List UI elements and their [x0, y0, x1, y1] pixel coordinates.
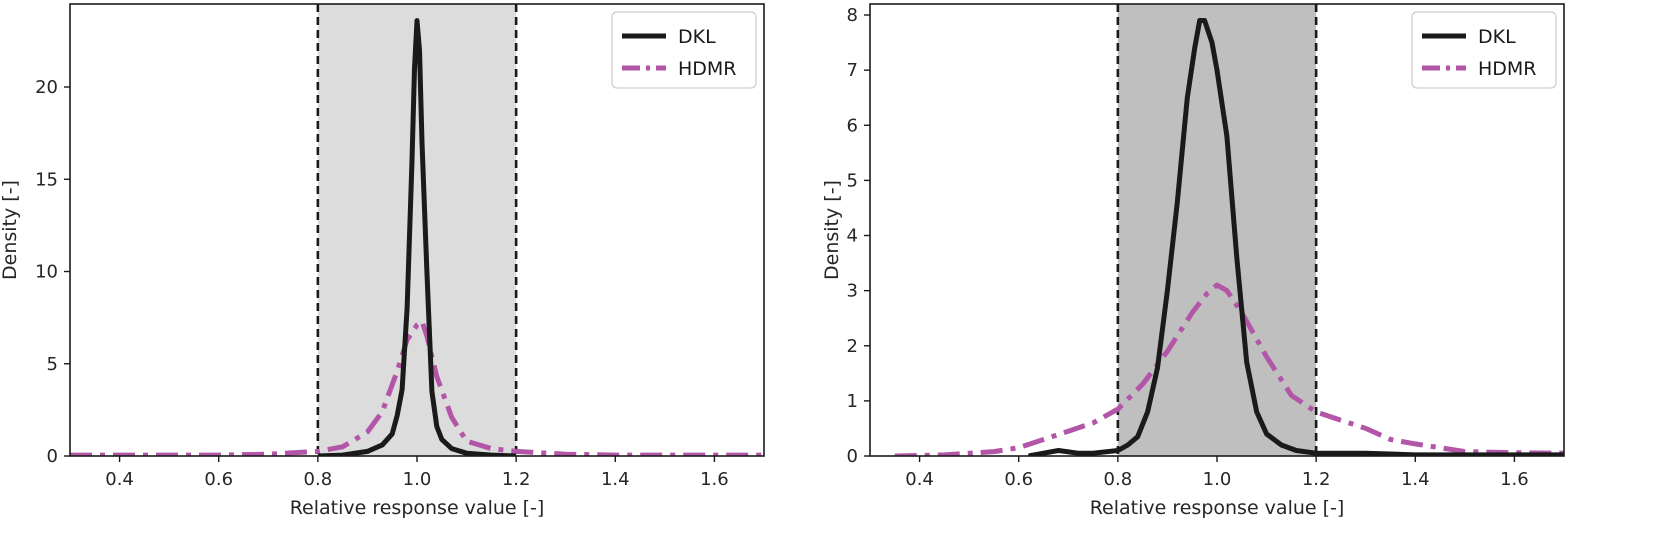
- x-tick-label: 1.4: [1401, 469, 1430, 490]
- x-tick-label: 1.2: [1302, 469, 1331, 490]
- shaded-band: [317, 4, 517, 456]
- x-axis-label: Relative response value [-]: [290, 497, 545, 519]
- x-tick-label: 1.4: [601, 469, 630, 490]
- y-tick-label: 6: [847, 115, 858, 136]
- y-tick-label: 8: [847, 5, 858, 26]
- x-axis-label: Relative response value [-]: [1090, 497, 1345, 519]
- y-tick-label: 10: [35, 262, 58, 283]
- x-tick-label: 1.6: [700, 469, 729, 490]
- x-tick-label: 0.8: [1104, 469, 1133, 490]
- x-tick-label: 1.2: [502, 469, 531, 490]
- y-axis-label: Density [-]: [0, 180, 21, 280]
- x-tick-label: 0.4: [105, 469, 134, 490]
- x-tick-label: 0.6: [1004, 469, 1033, 490]
- y-tick-label: 0: [47, 446, 58, 467]
- x-tick-label: 1.0: [1203, 469, 1232, 490]
- y-tick-label: 1: [847, 391, 858, 412]
- series-line-hdmr: [894, 282, 1564, 456]
- panel-right: 0.4 0.6 0.8 1.0 1.2 1.4 1.6 0 1 2 3 4 5 6 7 8 Relative r…: [821, 3, 1565, 519]
- x-tick-label: 0.4: [905, 469, 934, 490]
- legend-label-dkl: DKL: [1478, 26, 1516, 48]
- legend-label-hdmr: HDMR: [1478, 58, 1537, 80]
- series-line-dkl: [317, 18, 517, 456]
- legend-label-dkl: DKL: [678, 26, 716, 48]
- y-tick-label: 4: [847, 226, 858, 247]
- x-tick-label: 1.0: [403, 469, 432, 490]
- x-tick-label: 0.8: [304, 469, 333, 490]
- panel-left: 0.4 0.6 0.8 1.0 1.2 1.4 1.6 0 5 10 15 20 Relative re…: [0, 3, 765, 519]
- series-line-dkl: [1028, 18, 1564, 456]
- x-tick-label: 0.6: [204, 469, 233, 490]
- series-line-hdmr: [70, 318, 764, 456]
- legend-label-hdmr: HDMR: [678, 58, 737, 80]
- y-tick-label: 5: [47, 354, 58, 375]
- y-tick-label: 7: [847, 60, 858, 81]
- y-tick-label: 2: [847, 336, 858, 357]
- y-tick-label: 0: [847, 446, 858, 467]
- y-axis-label: Density [-]: [821, 180, 843, 280]
- y-tick-label: 5: [847, 170, 858, 191]
- y-tick-label: 20: [35, 77, 58, 98]
- y-tick-label: 3: [847, 281, 858, 302]
- x-tick-label: 1.6: [1500, 469, 1529, 490]
- y-tick-label: 15: [35, 169, 58, 190]
